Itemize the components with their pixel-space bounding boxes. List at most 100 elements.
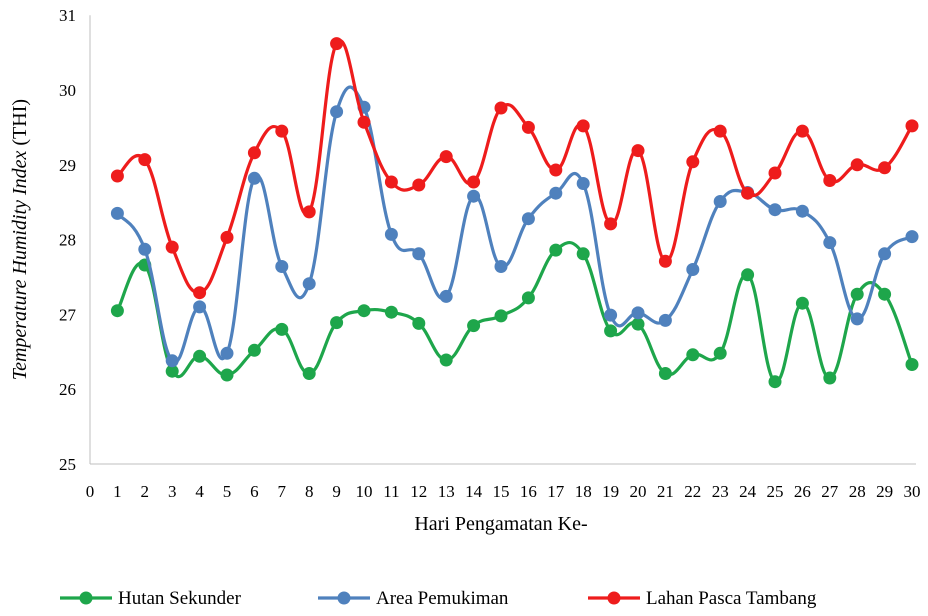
data-point <box>658 254 672 268</box>
x-tick-label: 10 <box>356 482 373 501</box>
data-point <box>302 277 316 291</box>
data-point <box>193 349 207 363</box>
data-point <box>768 166 782 180</box>
data-point <box>330 105 344 119</box>
data-point <box>220 230 234 244</box>
data-point <box>330 37 344 51</box>
y-tick-label: 31 <box>59 6 76 25</box>
data-point <box>384 227 398 241</box>
axes <box>89 15 916 465</box>
data-point <box>275 322 289 336</box>
data-point <box>850 287 864 301</box>
data-point <box>330 316 344 330</box>
legend-label: Area Pemukiman <box>376 588 509 609</box>
x-tick-label: 2 <box>141 482 150 501</box>
data-point <box>110 304 124 318</box>
data-point <box>521 212 535 226</box>
data-point <box>138 242 152 256</box>
x-tick-label: 30 <box>904 482 921 501</box>
data-point <box>110 206 124 220</box>
x-tick-label: 16 <box>520 482 537 501</box>
data-point <box>576 177 590 190</box>
y-tick-label: 29 <box>59 156 76 175</box>
x-tick-label: 5 <box>223 482 232 501</box>
data-point <box>878 161 892 175</box>
data-point <box>549 243 563 257</box>
data-point <box>713 124 727 138</box>
data-point <box>549 163 563 177</box>
data-point <box>220 346 234 360</box>
x-axis-title: Hari Pengamatan Ke- <box>414 513 587 535</box>
data-point <box>795 124 809 138</box>
data-point <box>247 171 261 185</box>
x-tick-label: 25 <box>767 482 784 501</box>
data-point <box>549 186 563 200</box>
data-point <box>412 316 426 330</box>
y-tick-label: 30 <box>59 81 76 100</box>
data-point <box>138 153 152 167</box>
x-tick-label: 20 <box>630 482 647 501</box>
data-point <box>220 368 234 382</box>
data-point <box>165 240 179 254</box>
data-point <box>604 324 618 338</box>
data-point <box>768 203 782 217</box>
data-point <box>576 247 590 261</box>
data-point <box>823 174 837 187</box>
y-axis-title-part: (THI) <box>9 99 31 151</box>
x-tick-label: 12 <box>410 482 427 501</box>
data-point <box>494 309 508 323</box>
x-tick-label: 22 <box>684 482 701 501</box>
x-tick-label: 14 <box>465 482 483 501</box>
data-point <box>850 312 864 326</box>
data-point <box>439 353 453 367</box>
data-point <box>795 204 809 218</box>
x-tick-label: 19 <box>602 482 619 501</box>
data-point <box>467 189 481 203</box>
data-point <box>193 300 207 314</box>
data-point <box>439 289 453 303</box>
legend-label: Hutan Sekunder <box>118 588 242 609</box>
data-point <box>631 317 645 331</box>
data-point <box>247 343 261 357</box>
series-line <box>116 85 913 364</box>
x-tick-label: 13 <box>438 482 455 501</box>
data-point <box>741 186 755 200</box>
data-point <box>467 175 481 189</box>
x-tick-label: 3 <box>168 482 177 501</box>
data-point <box>631 306 645 320</box>
series-hutan-sekunder <box>110 240 919 389</box>
data-point <box>686 155 700 169</box>
x-tick-label: 11 <box>383 482 399 501</box>
data-point <box>275 260 289 273</box>
data-point <box>878 247 892 261</box>
data-point <box>658 313 672 327</box>
legend-marker <box>79 591 93 605</box>
data-point <box>247 146 261 160</box>
data-point <box>165 354 179 368</box>
data-point <box>439 150 453 164</box>
x-tick-label: 9 <box>332 482 341 501</box>
x-tick-label: 0 <box>86 482 95 501</box>
legend-item: Area Pemukiman <box>318 588 509 609</box>
data-point <box>412 178 426 192</box>
x-tick-label: 21 <box>657 482 674 501</box>
y-axis-title: Temperature Humidity Index (THI) <box>9 99 31 380</box>
data-point <box>165 364 179 378</box>
data-point <box>768 375 782 389</box>
x-tick-label: 8 <box>305 482 314 501</box>
data-point <box>658 367 672 380</box>
data-point <box>384 305 398 319</box>
y-tick-label: 25 <box>59 455 76 474</box>
data-point <box>686 263 700 276</box>
data-point <box>741 268 755 282</box>
data-point <box>905 358 919 371</box>
data-point <box>905 119 919 133</box>
legend-marker <box>607 591 621 605</box>
x-tick-label: 18 <box>575 482 592 501</box>
data-point <box>823 371 837 385</box>
data-point <box>357 115 371 129</box>
legend-marker <box>337 591 351 605</box>
data-point <box>713 346 727 360</box>
data-point <box>467 319 481 333</box>
